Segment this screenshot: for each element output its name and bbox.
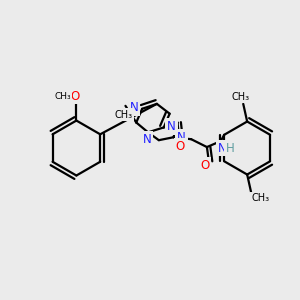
- Text: N: N: [218, 142, 227, 154]
- Text: O: O: [71, 89, 80, 103]
- Text: H: H: [226, 142, 235, 154]
- Text: O: O: [176, 140, 185, 153]
- Text: N: N: [130, 101, 139, 114]
- Text: O: O: [200, 159, 210, 172]
- Text: N: N: [167, 120, 176, 133]
- Text: CH₃: CH₃: [54, 92, 71, 100]
- Text: N: N: [143, 133, 152, 146]
- Text: N: N: [177, 131, 186, 144]
- Text: CH₃: CH₃: [252, 193, 270, 203]
- Text: CH₃: CH₃: [114, 110, 133, 120]
- Text: CH₃: CH₃: [231, 92, 249, 102]
